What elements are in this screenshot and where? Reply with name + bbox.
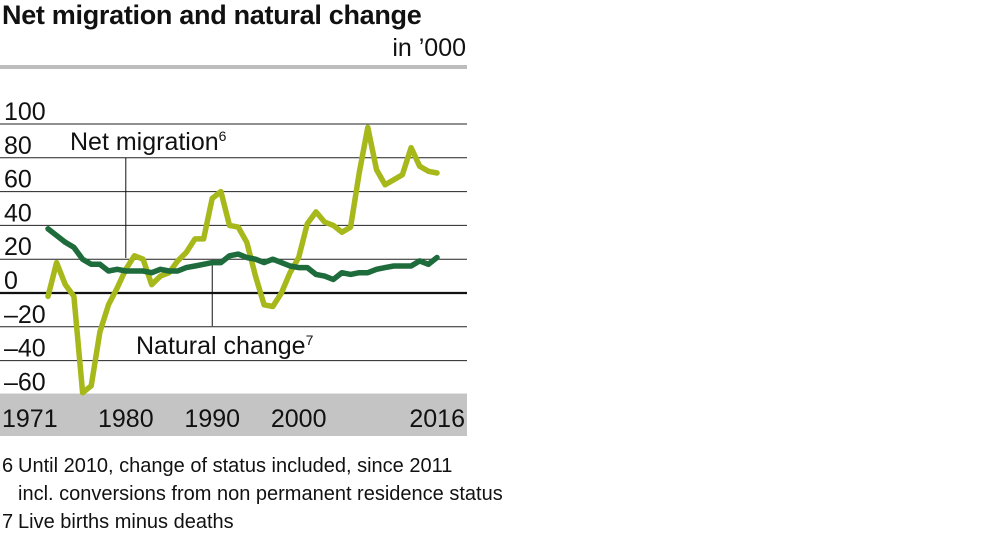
footnote-1: 6 Until 2010, change of status included, … <box>2 452 503 480</box>
net-migration-line <box>45 124 440 396</box>
footnote-number: 6 <box>2 455 14 477</box>
y-tick-label: 100 <box>4 98 46 126</box>
footnote-text: Until 2010, change of status included, s… <box>18 455 453 477</box>
y-tick-label: –60 <box>4 368 46 396</box>
y-tick-label: 0 <box>4 267 18 295</box>
y-tick-label: 40 <box>4 199 32 227</box>
top-rule <box>0 65 467 69</box>
chart-title: Net migration and natural change <box>2 0 422 30</box>
x-tick-label: 2016 <box>409 405 465 433</box>
x-tick-label: 1980 <box>98 405 154 433</box>
unit-label: in ’000 <box>392 34 466 62</box>
y-tick-label: –40 <box>4 335 46 363</box>
x-tick-label: 1971 <box>2 405 58 433</box>
x-axis-labels: 1971 1980 1990 2000 2016 <box>2 405 465 433</box>
natural-change-label: Natural change7 <box>136 332 314 360</box>
y-tick-label: 80 <box>4 132 32 160</box>
x-axis-band <box>0 394 467 436</box>
series-lines <box>45 124 440 396</box>
net-migration-label: Net migration6 <box>70 128 227 156</box>
annotations: Net migration6 Natural change7 <box>70 128 314 360</box>
y-axis-labels: 100 80 60 40 20 0 –20 –40 –60 <box>4 98 46 396</box>
y-tick-label: 20 <box>4 233 32 261</box>
footnote-number: 7 <box>2 511 14 533</box>
x-tick-label: 1990 <box>184 405 240 433</box>
footnote-text: Live births minus deaths <box>18 511 234 533</box>
footnote-1-continued: incl. conversions from non permanent res… <box>2 480 503 508</box>
footnote-2: 7 Live births minus deaths <box>2 508 503 536</box>
footnotes: 6 Until 2010, change of status included, … <box>2 452 503 536</box>
natural-change-line <box>45 226 440 283</box>
x-tick-label: 2000 <box>271 405 327 433</box>
footnote-text: incl. conversions from non permanent res… <box>18 483 503 505</box>
y-tick-label: 60 <box>4 166 32 194</box>
y-tick-label: –20 <box>4 301 46 329</box>
